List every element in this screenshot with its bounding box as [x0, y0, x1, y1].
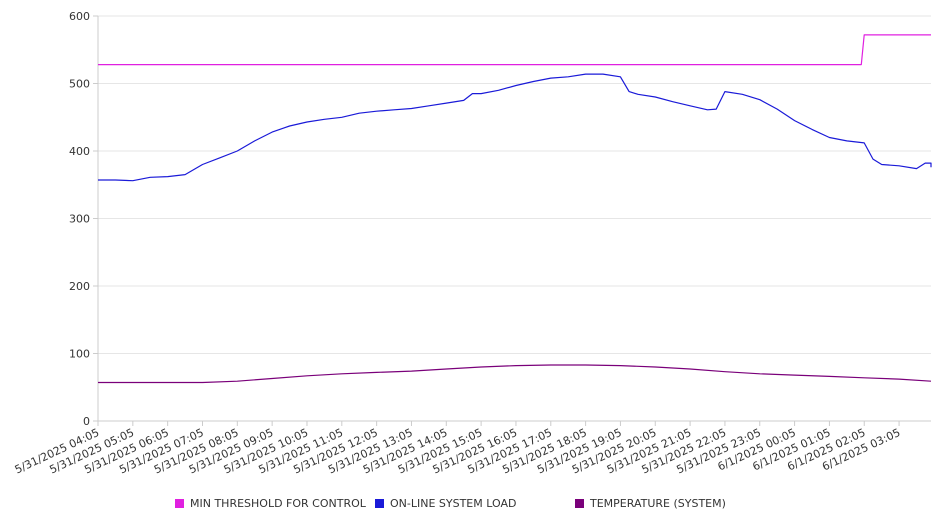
legend-label: MIN THRESHOLD FOR CONTROL: [190, 497, 366, 510]
legend-label: ON-LINE SYSTEM LOAD: [390, 497, 517, 510]
y-tick-labels: 0 100 200 300 400 500 600: [69, 10, 90, 428]
legend-swatch: [175, 499, 184, 508]
axes: [93, 15, 931, 426]
y-tick-label: 300: [69, 213, 90, 226]
series-line-on-line-system-load: [98, 73, 932, 182]
legend-item[interactable]: ON-LINE SYSTEM LOAD: [375, 497, 516, 510]
y-tick-label: 500: [69, 78, 90, 91]
y-tick-label: 600: [69, 10, 90, 23]
y-tick-label: 200: [69, 280, 90, 293]
legend-label: TEMPERATURE (SYSTEM): [590, 497, 726, 510]
y-tick-label: 100: [69, 348, 90, 361]
series-line-temperature-system: [98, 364, 932, 384]
series-lines: [98, 34, 932, 384]
series-line-min-threshold-for-control: [98, 34, 931, 66]
legend-item[interactable]: TEMPERATURE (SYSTEM): [575, 497, 726, 510]
legend-item[interactable]: MIN THRESHOLD FOR CONTROL: [175, 497, 366, 510]
x-tick-labels: 5/31/2025 04:055/31/2025 05:055/31/2025 …: [13, 426, 903, 476]
y-tick-label: 0: [83, 415, 90, 428]
grid-lines: [98, 15, 931, 354]
legend-swatch: [575, 499, 584, 508]
legend: MIN THRESHOLD FOR CONTROL ON-LINE SYSTEM …: [0, 497, 946, 515]
y-tick-label: 400: [69, 145, 90, 158]
legend-swatch: [375, 499, 384, 508]
